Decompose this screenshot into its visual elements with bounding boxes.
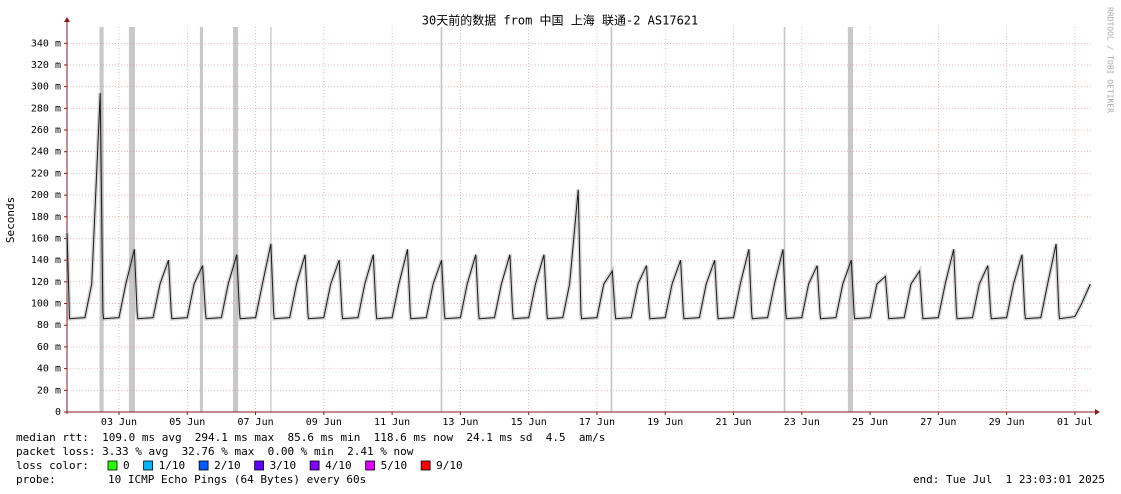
watermark: RRDTOOL / TOBI OETIKER [1106,7,1115,113]
y-tick-label: 40 m [37,364,61,375]
legend-swatch [420,460,431,471]
loss-period [610,27,613,412]
y-tick-label: 60 m [37,342,61,353]
loss-period [233,27,239,412]
x-tick-label: 05 Jun [169,417,205,428]
x-tick-label: 07 Jun [237,417,273,428]
x-tick-label: 19 Jun [647,417,683,428]
loss-period [270,27,272,412]
stats-line: packet loss: 3.33 % avg 32.76 % max 0.00… [16,445,414,458]
legend-swatch [254,460,265,471]
legend-label: 5/10 [381,459,408,472]
y-tick-label: 280 m [31,103,61,114]
stats-line: median rtt: 109.0 ms avg 294.1 ms max 85… [16,431,605,444]
x-tick-label: 21 Jun [715,417,751,428]
legend-swatch [143,460,154,471]
y-tick-label: 80 m [37,320,61,331]
axis-arrow [1095,409,1100,415]
y-tick-label: 180 m [31,212,61,223]
x-tick-label: 17 Jun [579,417,615,428]
y-tick-label: 340 m [31,38,61,49]
x-tick-label: 23 Jun [784,417,820,428]
series-line [66,93,1091,320]
legend-swatch [309,460,320,471]
y-tick-label: 160 m [31,233,61,244]
loss-period [783,27,786,412]
legend-label: 4/10 [325,459,352,472]
x-tick-label: 03 Jun [101,417,137,428]
legend-label: 1/10 [159,459,186,472]
x-tick-label: 27 Jun [920,417,956,428]
loss-period [199,27,203,412]
y-tick-label: 20 m [37,385,61,396]
y-tick-label: 300 m [31,82,61,93]
chart-title: 30天前的数据 from 中国 上海 联通-2 AS17621 [422,13,699,28]
probe-label: probe: [16,473,56,486]
y-tick-label: 220 m [31,168,61,179]
legend-label: 3/10 [270,459,297,472]
loss-period [847,27,853,412]
legend-swatch [365,460,376,471]
x-tick-label: 25 Jun [852,417,888,428]
loss-period [128,27,136,412]
axis-arrow [64,17,70,22]
y-tick-label: 100 m [31,299,61,310]
legend-swatch [107,460,118,471]
y-tick-label: 120 m [31,277,61,288]
loss-period [440,27,443,412]
y-tick-label: 240 m [31,147,61,158]
x-tick-label: 11 Jun [374,417,410,428]
y-axis-label: Seconds [4,197,17,243]
loss-legend-label: loss color: [16,459,89,472]
x-tick-label: 29 Jun [989,417,1025,428]
y-tick-label: 0 [55,407,61,418]
y-tick-label: 140 m [31,255,61,266]
y-tick-label: 200 m [31,190,61,201]
legend-label: 9/10 [436,459,463,472]
y-tick-label: 260 m [31,125,61,136]
x-tick-label: 09 Jun [306,417,342,428]
end-time: end: Tue Jul 1 23:03:01 2025 [913,473,1105,486]
x-tick-label: 01 Jul [1057,417,1093,428]
probe-text: 10 ICMP Echo Pings (64 Bytes) every 60s [108,473,366,486]
legend-swatch [198,460,209,471]
legend-label: 2/10 [214,459,241,472]
legend-label: 0 [123,459,130,472]
x-tick-label: 13 Jun [442,417,478,428]
y-tick-label: 320 m [31,60,61,71]
x-tick-label: 15 Jun [511,417,547,428]
